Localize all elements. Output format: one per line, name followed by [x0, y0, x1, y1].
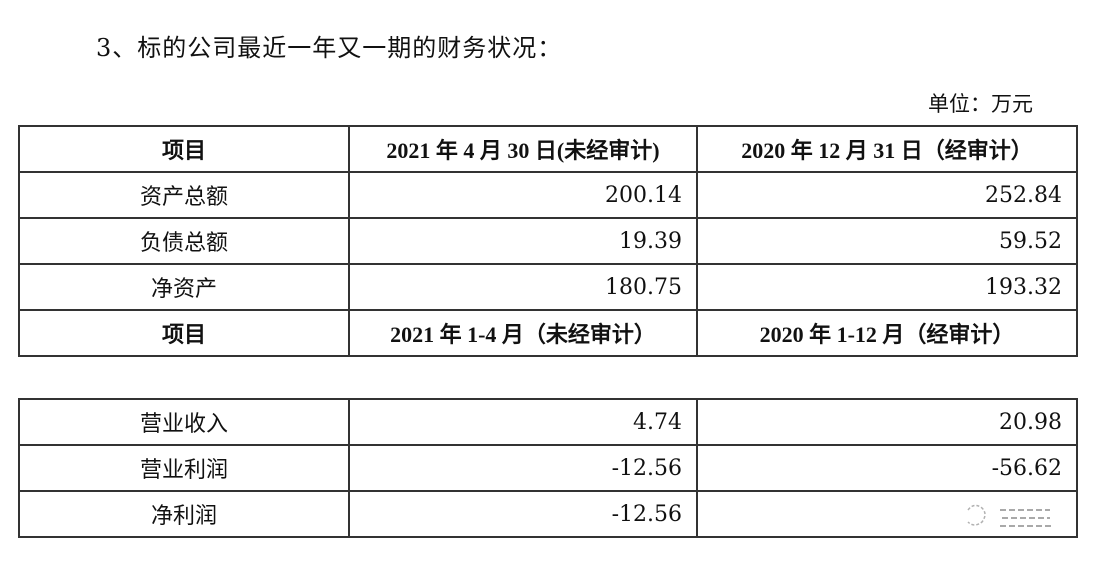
- row-label: 负债总额: [18, 217, 350, 265]
- row-label: 营业收入: [18, 398, 350, 446]
- table-row: 营业利润 -12.56 -56.62: [18, 444, 1078, 492]
- table-header-row: 项目 2021 年 4 月 30 日(未经审计) 2020 年 12 月 31 …: [18, 125, 1078, 173]
- table-row: 负债总额 19.39 59.52: [18, 217, 1078, 265]
- table-row: 营业收入 4.74 20.98: [18, 398, 1078, 446]
- row-label: 资产总额: [18, 171, 350, 219]
- header-cell: 2021 年 1-4 月（未经审计）: [348, 309, 698, 357]
- row-label: 营业利润: [18, 444, 350, 492]
- balance-sheet-table: 项目 2021 年 4 月 30 日(未经审计) 2020 年 12 月 31 …: [18, 125, 1078, 357]
- header-cell: 项目: [18, 125, 350, 173]
- wechat-icon: [967, 504, 1052, 527]
- value-cell: 252.84: [696, 171, 1078, 219]
- row-label: 净资产: [18, 263, 350, 311]
- table-row: 净资产 180.75 193.32: [18, 263, 1078, 311]
- value-cell: -56.62: [696, 444, 1078, 492]
- value-cell: 59.52: [696, 217, 1078, 265]
- row-label: 净利润: [18, 490, 350, 538]
- value-cell: 19.39: [348, 217, 698, 265]
- header-cell: 2020 年 12 月 31 日（经审计）: [696, 125, 1078, 173]
- value-cell: 200.14: [348, 171, 698, 219]
- value-cell: 4.74: [348, 398, 698, 446]
- value-cell: [696, 490, 1078, 538]
- unit-label: 单位：万元: [928, 92, 1033, 116]
- header-cell: 2020 年 1-12 月（经审计）: [696, 309, 1078, 357]
- value-cell: 180.75: [348, 263, 698, 311]
- table-row: 净利润 -12.56: [18, 490, 1078, 538]
- table-row: 资产总额 200.14 252.84: [18, 171, 1078, 219]
- table-header-row: 项目 2021 年 1-4 月（未经审计） 2020 年 1-12 月（经审计）: [18, 309, 1078, 357]
- value-cell: 193.32: [696, 263, 1078, 311]
- value-cell: -12.56: [348, 444, 698, 492]
- section-title: 3、标的公司最近一年又一期的财务状况：: [96, 34, 563, 62]
- income-table: 营业收入 4.74 20.98 营业利润 -12.56 -56.62 净利润 -…: [18, 398, 1078, 538]
- value-cell: -12.56: [348, 490, 698, 538]
- header-cell: 项目: [18, 309, 350, 357]
- header-cell: 2021 年 4 月 30 日(未经审计): [348, 125, 698, 173]
- value-cell: 20.98: [696, 398, 1078, 446]
